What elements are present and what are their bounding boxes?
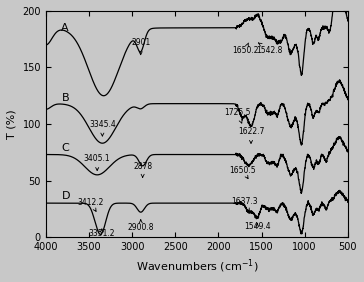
Y-axis label: T (%): T (%) — [7, 109, 17, 139]
Text: C: C — [62, 143, 69, 153]
Text: 3412.2: 3412.2 — [78, 198, 104, 212]
Text: 1622.7: 1622.7 — [238, 127, 264, 144]
Text: B: B — [62, 93, 69, 103]
Text: 3405.1: 3405.1 — [84, 154, 111, 171]
Text: A: A — [62, 23, 69, 33]
Text: 1637.3: 1637.3 — [231, 197, 258, 212]
Text: 1650.2: 1650.2 — [232, 43, 258, 55]
X-axis label: Wavenumbers (cm$^{-1}$): Wavenumbers (cm$^{-1}$) — [135, 257, 258, 275]
Text: 3345.4: 3345.4 — [89, 120, 116, 136]
Text: 3351.2: 3351.2 — [88, 229, 115, 238]
Text: 1650.5: 1650.5 — [229, 166, 256, 179]
Text: 1549.4: 1549.4 — [244, 222, 270, 231]
Text: 2900.8: 2900.8 — [127, 220, 154, 232]
Text: 1542.8: 1542.8 — [256, 43, 283, 55]
Text: 1725.5: 1725.5 — [224, 108, 251, 123]
Text: D: D — [62, 191, 70, 201]
Text: 2901: 2901 — [131, 38, 150, 55]
Text: 2878: 2878 — [133, 162, 152, 177]
